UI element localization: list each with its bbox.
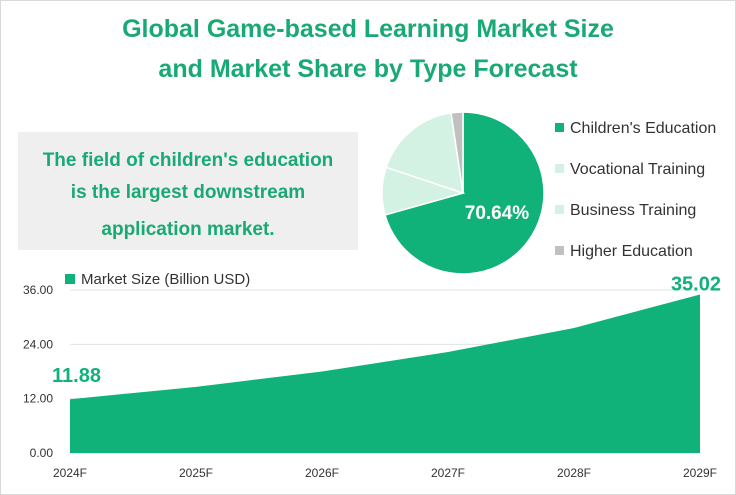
y-tick-label: 36.00 — [23, 283, 53, 297]
pie-slice — [450, 111, 464, 194]
callout-line2: is the largest downstream — [70, 182, 306, 203]
callout-line1: The field of children's education — [42, 150, 334, 171]
pie-legend-label: Business Training — [570, 202, 697, 219]
area-legend-label: Market Size (Billion USD) — [81, 271, 251, 288]
x-tick-label: 2024F — [53, 466, 87, 480]
y-tick-label: 24.00 — [23, 337, 53, 351]
pie-legend-item: Vocational Training — [555, 160, 705, 180]
x-tick-label: 2026F — [305, 466, 339, 480]
pie-legend-label: Vocational Training — [570, 161, 706, 178]
chart-title-line2: and Market Share by Type Forecast — [158, 55, 578, 83]
area-series — [70, 294, 700, 453]
data-label-last: 35.02 — [671, 273, 721, 295]
chart-title-line1: Global Game-based Learning Market Size — [122, 15, 614, 43]
pie-slice — [385, 112, 464, 195]
y-tick-label: 12.00 — [23, 392, 53, 406]
pie-legend-swatch — [555, 205, 564, 214]
pie-legend-swatch — [555, 164, 564, 173]
x-tick-label: 2027F — [431, 466, 465, 480]
pie-legend-item: Higher Education — [555, 242, 693, 262]
x-tick-label: 2028F — [557, 466, 591, 480]
y-tick-label: 0.00 — [30, 446, 54, 460]
x-tick-label: 2029F — [683, 466, 717, 480]
pie-legend-item: Children's Education — [555, 119, 716, 139]
x-tick-label: 2025F — [179, 466, 213, 480]
pie-data-label: 70.64% — [465, 203, 530, 224]
area-legend: Market Size (Billion USD) — [65, 271, 250, 288]
pie-legend-swatch — [555, 123, 564, 132]
pie-legend-swatch — [555, 246, 564, 255]
area-legend-swatch — [65, 274, 75, 284]
data-label-first: 11.88 — [52, 365, 101, 387]
callout-line3: application market. — [101, 219, 275, 240]
pie-legend-item: Business Training — [555, 201, 696, 221]
pie-legend-label: Higher Education — [570, 243, 693, 260]
pie-legend-label: Children's Education — [570, 120, 717, 137]
callout-box: The field of children's education is the… — [18, 132, 358, 250]
